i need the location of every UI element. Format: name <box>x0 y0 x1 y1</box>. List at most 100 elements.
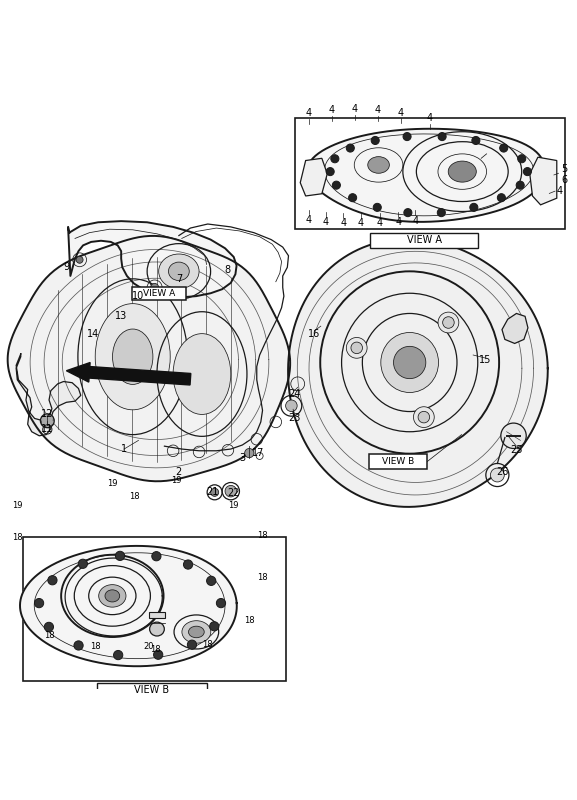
Polygon shape <box>308 129 545 222</box>
Circle shape <box>44 622 54 631</box>
Circle shape <box>225 486 237 497</box>
Text: 4: 4 <box>358 218 364 229</box>
Ellipse shape <box>168 262 189 281</box>
Circle shape <box>443 317 454 328</box>
Text: 2: 2 <box>176 467 182 477</box>
Circle shape <box>151 283 159 291</box>
Text: 18: 18 <box>129 493 140 502</box>
Text: 18: 18 <box>151 645 161 654</box>
Polygon shape <box>502 314 528 343</box>
Circle shape <box>78 559 88 569</box>
Circle shape <box>403 133 411 141</box>
Ellipse shape <box>286 400 297 411</box>
Ellipse shape <box>189 626 204 638</box>
Text: 23: 23 <box>288 414 301 423</box>
Text: MOTOLYFE: MOTOLYFE <box>214 377 363 401</box>
Polygon shape <box>530 157 557 205</box>
Text: 18: 18 <box>257 574 268 582</box>
Ellipse shape <box>381 333 439 393</box>
Polygon shape <box>68 221 237 298</box>
Text: 4: 4 <box>395 218 401 227</box>
Text: 21: 21 <box>206 487 219 498</box>
Circle shape <box>188 640 197 650</box>
Circle shape <box>346 144 354 152</box>
Text: 18: 18 <box>90 642 100 651</box>
Circle shape <box>349 194 357 202</box>
Text: 4: 4 <box>413 215 418 226</box>
Bar <box>295 118 565 230</box>
Ellipse shape <box>99 585 126 607</box>
Ellipse shape <box>113 329 153 385</box>
Text: 4: 4 <box>398 108 404 118</box>
Circle shape <box>153 650 163 659</box>
Bar <box>23 537 286 681</box>
Circle shape <box>438 312 459 333</box>
Ellipse shape <box>173 334 231 414</box>
Ellipse shape <box>368 157 389 174</box>
Text: 20: 20 <box>144 642 154 651</box>
Circle shape <box>371 137 379 145</box>
Bar <box>369 454 427 470</box>
Circle shape <box>40 414 54 428</box>
Circle shape <box>207 576 216 586</box>
Text: 5: 5 <box>561 164 567 174</box>
Bar <box>96 683 207 697</box>
Ellipse shape <box>394 346 426 378</box>
Circle shape <box>152 551 161 561</box>
Ellipse shape <box>95 304 170 410</box>
Circle shape <box>326 167 334 176</box>
Circle shape <box>245 449 254 458</box>
Circle shape <box>501 423 526 449</box>
Circle shape <box>346 338 367 358</box>
FancyArrow shape <box>66 362 191 385</box>
Circle shape <box>373 203 381 211</box>
Polygon shape <box>300 158 327 196</box>
Polygon shape <box>20 546 237 666</box>
Text: 13: 13 <box>115 311 128 322</box>
Text: 4: 4 <box>329 106 335 115</box>
Text: 25: 25 <box>510 445 523 455</box>
Text: 6: 6 <box>561 174 567 185</box>
Bar <box>149 612 166 618</box>
Ellipse shape <box>149 622 164 636</box>
Circle shape <box>351 342 362 354</box>
Ellipse shape <box>182 621 211 643</box>
Text: 4: 4 <box>306 215 312 225</box>
Text: VIEW B: VIEW B <box>382 458 414 466</box>
Circle shape <box>114 650 123 660</box>
Text: 16: 16 <box>308 329 321 338</box>
Circle shape <box>35 598 44 608</box>
Bar <box>370 233 478 248</box>
Circle shape <box>183 560 193 569</box>
Text: 9: 9 <box>63 262 69 272</box>
Ellipse shape <box>448 161 476 182</box>
Text: 17: 17 <box>252 448 265 458</box>
Circle shape <box>414 406 434 427</box>
Circle shape <box>115 551 125 561</box>
Text: 10: 10 <box>132 291 145 301</box>
Text: 18: 18 <box>12 533 23 542</box>
Text: 4: 4 <box>557 186 563 196</box>
Text: 4: 4 <box>306 108 312 118</box>
Text: 4: 4 <box>375 106 381 115</box>
Text: 22: 22 <box>227 489 240 498</box>
Text: 4: 4 <box>377 218 383 229</box>
Text: 26: 26 <box>496 467 508 477</box>
Polygon shape <box>8 236 290 482</box>
Circle shape <box>497 194 505 202</box>
Circle shape <box>518 154 526 162</box>
Text: 18: 18 <box>244 616 254 625</box>
Circle shape <box>331 154 339 162</box>
Text: 8: 8 <box>225 265 231 275</box>
Circle shape <box>216 598 226 608</box>
Text: 4: 4 <box>340 218 346 229</box>
Text: VIEW B: VIEW B <box>134 686 169 695</box>
Text: 19: 19 <box>228 501 239 510</box>
Text: 4: 4 <box>352 104 358 114</box>
Text: 4: 4 <box>427 114 433 123</box>
Text: 4: 4 <box>323 218 329 227</box>
Circle shape <box>523 167 531 176</box>
Polygon shape <box>16 354 81 436</box>
Circle shape <box>418 411 430 423</box>
Circle shape <box>332 181 340 190</box>
